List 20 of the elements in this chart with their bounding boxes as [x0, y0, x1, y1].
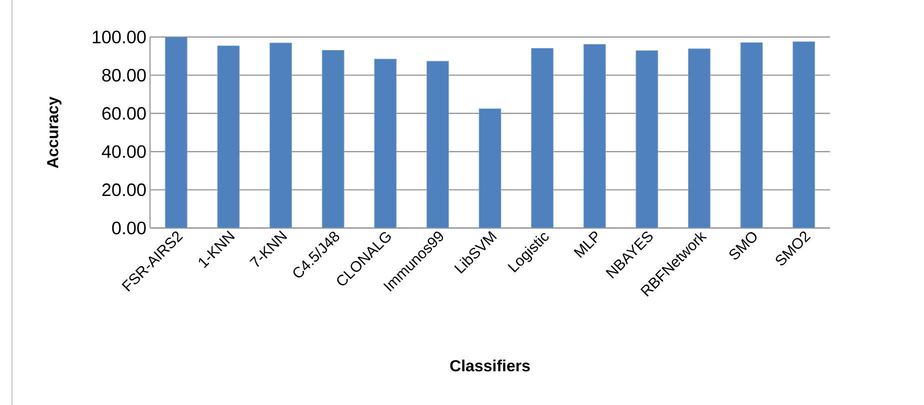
bar — [583, 44, 606, 228]
y-tick-label: 20.00 — [102, 183, 146, 196]
bar — [688, 48, 710, 228]
bar — [426, 60, 449, 228]
x-axis-title: Classifiers — [450, 360, 530, 372]
bar — [792, 41, 816, 228]
y-tick-label: 40.00 — [102, 145, 146, 158]
bar — [164, 36, 188, 228]
bar — [322, 50, 344, 228]
y-axis-title: Accuracy — [47, 96, 62, 168]
bar — [217, 46, 240, 228]
bar — [374, 58, 397, 228]
bar — [531, 48, 554, 228]
bar — [478, 108, 502, 228]
bar — [270, 42, 292, 228]
bar — [636, 50, 658, 228]
y-tick-label: 80.00 — [102, 68, 146, 82]
y-tick-label: 60.00 — [102, 107, 146, 120]
bar — [740, 42, 763, 228]
y-tick-label: 100.00 — [92, 30, 146, 44]
